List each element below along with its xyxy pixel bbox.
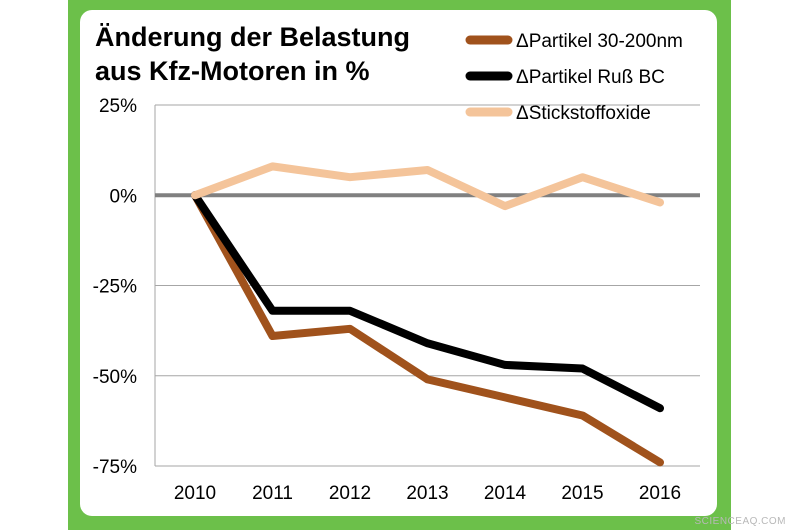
series-line-2 [191,191,664,413]
title-line-1: Änderung der Belastung [95,22,410,52]
x-tick-label: 2014 [484,483,527,504]
x-tick-label: 2011 [252,483,293,504]
x-tick-label: 2012 [329,483,371,504]
watermark-text: SCIENCEAQ.COM [694,516,786,527]
legend-label: ΔStickstoffoxide [516,103,651,124]
x-tick-label: 2013 [406,483,448,504]
y-tick-label: 25% [99,96,137,117]
series-line-3 [191,162,664,211]
axes [154,105,700,466]
y-tick-label: -75% [93,457,137,478]
title-line-2: aus Kfz-Motoren in % [95,56,370,86]
chart-title: Änderung der Belastung aus Kfz-Motoren i… [95,22,410,86]
y-tick-label: -50% [93,367,137,388]
legend-label: ΔPartikel Ruß BC [516,67,665,88]
grid [155,104,700,467]
series-line-1 [191,191,664,467]
x-tick-label: 2015 [561,483,603,504]
tick-labels: 25% 0% -25% -50% -75% 2010 2011 2012 2013 2014 201… [93,96,682,504]
series [191,162,664,467]
x-tick-label: 2010 [174,483,216,504]
y-tick-label: 0% [110,186,138,207]
y-tick-label: -25% [93,277,137,298]
legend: ΔPartikel 30-200nm ΔPartikel Ruß BC ΔStick… [465,31,683,124]
legend-label: ΔPartikel 30-200nm [516,31,683,52]
x-tick-label: 2016 [639,483,681,504]
